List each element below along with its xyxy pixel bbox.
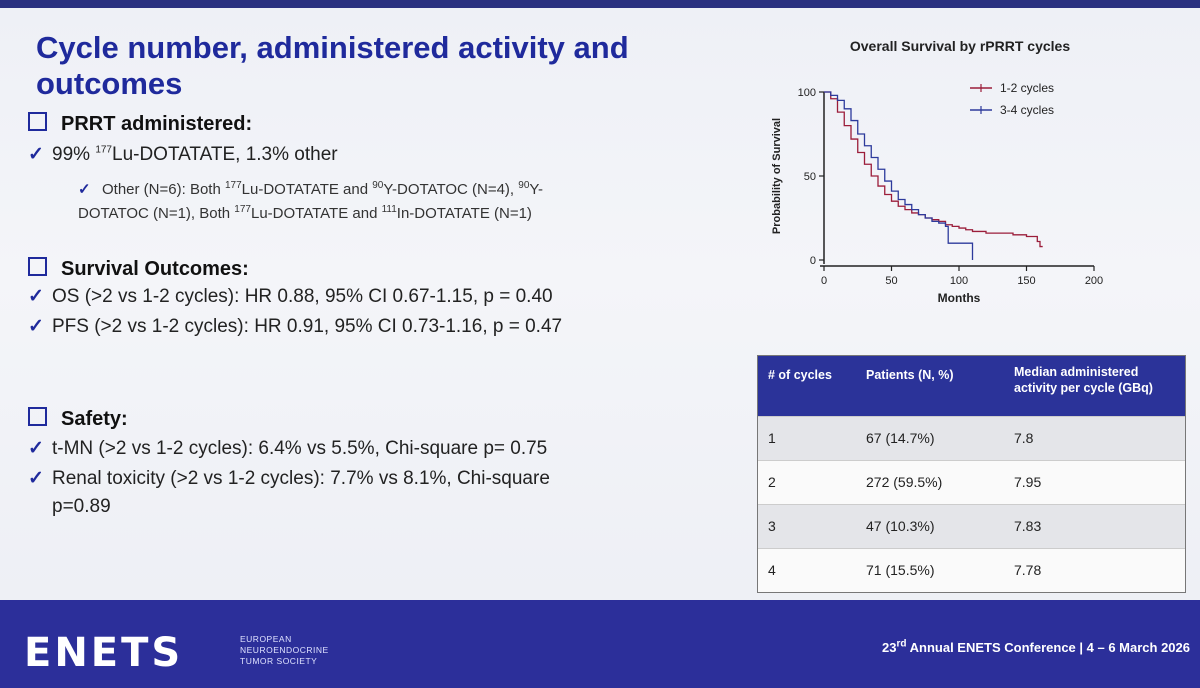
enets-logo: ENETS bbox=[24, 630, 184, 676]
table-row: 3 47 (10.3%) 7.83 bbox=[758, 504, 1185, 548]
y-tick-label: 100 bbox=[798, 87, 816, 99]
checkbox-square-icon bbox=[28, 112, 47, 131]
footer-bar bbox=[0, 600, 1200, 688]
cell-activity: 7.8 bbox=[1014, 430, 1034, 446]
prrt-other-detail: ✓ Other (N=6): Both 177Lu-DOTATATE and 90… bbox=[78, 180, 544, 223]
y-axis-label: Probability of Survival bbox=[771, 118, 783, 234]
x-axis-label: Months bbox=[938, 291, 981, 305]
cell-activity: 7.78 bbox=[1014, 562, 1042, 578]
cell-activity: 7.95 bbox=[1014, 474, 1042, 490]
cell-patients: 71 (15.5%) bbox=[866, 562, 935, 578]
table-row: 1 67 (14.7%) 7.8 bbox=[758, 416, 1185, 460]
checkmark-icon: ✓ bbox=[28, 144, 44, 165]
checkmark-icon: ✓ bbox=[78, 181, 91, 198]
cell-activity: 7.83 bbox=[1014, 518, 1042, 534]
pfs-line: ✓ PFS (>2 vs 1-2 cycles): HR 0.91, 95% CI… bbox=[28, 314, 562, 340]
y-tick-label: 50 bbox=[804, 171, 816, 183]
top-bar bbox=[0, 0, 1200, 8]
table-row: 2 272 (59.5%) 7.95 bbox=[758, 460, 1185, 504]
checkmark-icon: ✓ bbox=[28, 286, 44, 307]
x-tick-label: 200 bbox=[1085, 275, 1103, 287]
prrt-line: ✓ 99% 177Lu-DOTATATE, 1.3% other bbox=[28, 142, 338, 168]
header-cycles: # of cycles bbox=[768, 368, 832, 382]
prrt-heading: PRRT administered: bbox=[28, 112, 252, 136]
series-line-2 bbox=[824, 91, 974, 260]
renal-line: ✓ Renal toxicity (>2 vs 1-2 cycles): 7.7%… bbox=[28, 466, 550, 492]
safety-heading: Safety: bbox=[28, 407, 128, 431]
y-tick-label: 0 bbox=[810, 255, 816, 267]
cell-cycles: 3 bbox=[768, 518, 776, 534]
chart-title: Overall Survival by rPRRT cycles bbox=[849, 38, 1071, 54]
header-patients: Patients (N, %) bbox=[866, 368, 954, 382]
tmn-line: ✓ t-MN (>2 vs 1-2 cycles): 6.4% vs 5.5%, … bbox=[28, 436, 547, 462]
table-header: # of cycles Patients (N, %) Median admin… bbox=[758, 356, 1185, 416]
cycles-table: # of cycles Patients (N, %) Median admin… bbox=[757, 355, 1186, 593]
cell-patients: 47 (10.3%) bbox=[866, 518, 935, 534]
cell-patients: 272 (59.5%) bbox=[866, 474, 943, 490]
legend-label-2: 3-4 cycles bbox=[1000, 103, 1054, 117]
header-activity: Median administered activity per cycle (… bbox=[1014, 365, 1153, 395]
checkmark-icon: ✓ bbox=[28, 438, 44, 459]
cell-cycles: 2 bbox=[768, 474, 776, 490]
cell-cycles: 4 bbox=[768, 562, 776, 578]
cell-cycles: 1 bbox=[768, 430, 776, 446]
x-tick-label: 150 bbox=[1017, 275, 1035, 287]
survival-chart: 0 50 100 0 50 100 150 200 Months Probability of S… bbox=[771, 81, 1103, 305]
legend-label-1: 1-2 cycles bbox=[1000, 81, 1054, 95]
table-row: 4 71 (15.5%) 7.78 bbox=[758, 548, 1185, 592]
x-tick-label: 0 bbox=[821, 275, 827, 287]
x-tick-label: 100 bbox=[950, 275, 968, 287]
x-tick-label: 50 bbox=[885, 275, 897, 287]
org-name: EUROPEAN NEUROENDOCRINE TUMOR SOCIETY bbox=[240, 634, 329, 666]
renal-line-cont: p=0.89 bbox=[52, 496, 111, 517]
slide-title: Cycle number, administered activity and … bbox=[36, 30, 629, 101]
os-line: ✓ OS (>2 vs 1-2 cycles): HR 0.88, 95% CI … bbox=[28, 284, 553, 310]
survival-heading: Survival Outcomes: bbox=[28, 257, 249, 281]
conference-info: 23rd Annual ENETS Conference | 4 – 6 Mar… bbox=[882, 638, 1190, 655]
checkmark-icon: ✓ bbox=[28, 468, 44, 489]
cell-patients: 67 (14.7%) bbox=[866, 430, 935, 446]
checkmark-icon: ✓ bbox=[28, 316, 44, 337]
checkbox-square-icon bbox=[28, 407, 47, 426]
checkbox-square-icon bbox=[28, 257, 47, 276]
